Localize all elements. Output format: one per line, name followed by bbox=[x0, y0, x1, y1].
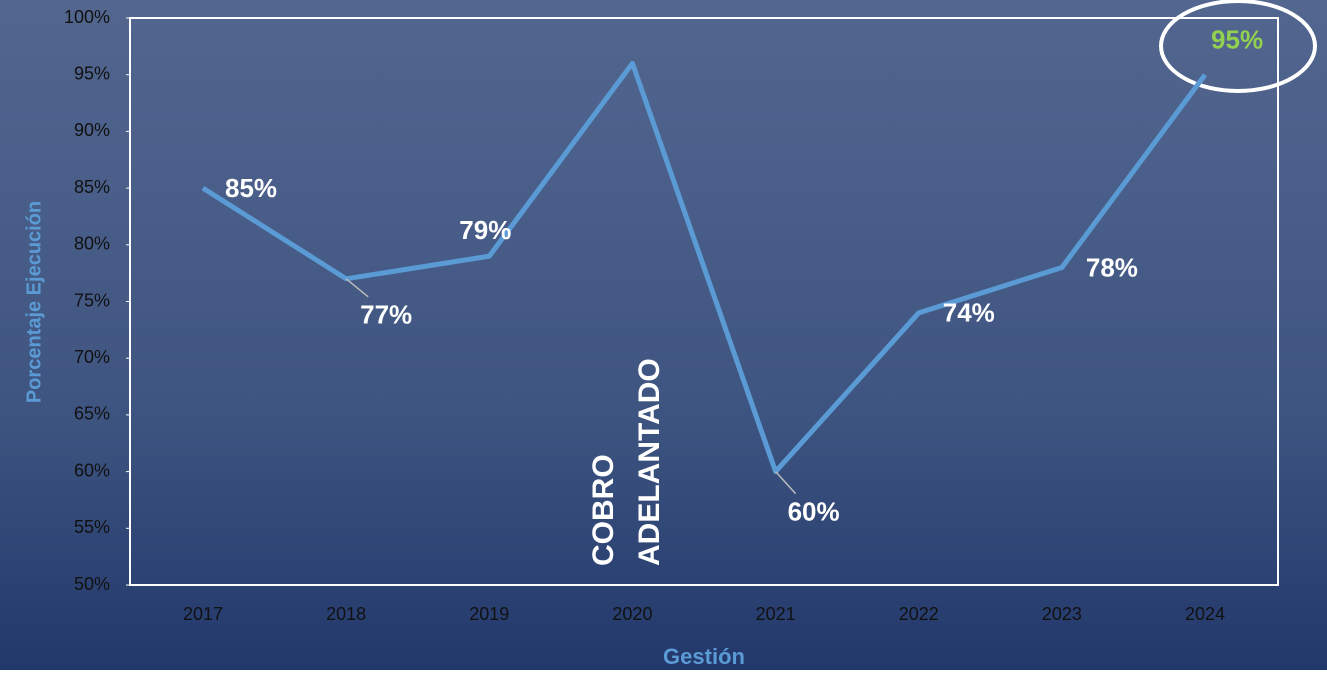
x-tick-label: 2017 bbox=[183, 604, 223, 624]
y-tick-label: 50% bbox=[74, 574, 110, 594]
x-tick-label: 2022 bbox=[899, 604, 939, 624]
leader-line bbox=[775, 471, 797, 495]
y-tick-label: 85% bbox=[74, 177, 110, 197]
value-label: 77% bbox=[360, 300, 412, 330]
highlight-ellipse bbox=[1159, 0, 1317, 93]
y-tick-label: 75% bbox=[74, 290, 110, 310]
value-label: 60% bbox=[788, 496, 840, 526]
y-axis-title: Porcentaje Ejecución bbox=[23, 201, 45, 403]
x-tick-label: 2024 bbox=[1185, 604, 1225, 624]
data-line bbox=[201, 60, 1208, 475]
y-tick-label: 55% bbox=[74, 517, 110, 537]
value-label: 79% bbox=[459, 215, 511, 245]
y-tick-label: 90% bbox=[74, 120, 110, 140]
y-tick-label: 65% bbox=[74, 404, 110, 424]
y-tick-label: 60% bbox=[74, 460, 110, 480]
y-tick-label: 80% bbox=[74, 234, 110, 254]
annotation: ADELANTADO bbox=[633, 358, 666, 566]
value-label: 78% bbox=[1086, 252, 1138, 282]
x-tick-label: 2020 bbox=[612, 604, 652, 624]
x-axis-title: Gestión bbox=[663, 644, 745, 669]
x-tick-label: 2018 bbox=[326, 604, 366, 624]
annotation: COBRO bbox=[587, 454, 620, 566]
x-tick-label: 2021 bbox=[756, 604, 796, 624]
x-tick-label: 2019 bbox=[469, 604, 509, 624]
x-tick-label: 2023 bbox=[1042, 604, 1082, 624]
y-tick-label: 70% bbox=[74, 347, 110, 367]
value-label: 85% bbox=[225, 173, 277, 203]
y-tick-label: 100% bbox=[64, 7, 110, 27]
y-tick-label: 95% bbox=[74, 63, 110, 83]
value-label: 95% bbox=[1211, 25, 1263, 55]
value-label: 74% bbox=[943, 298, 995, 328]
leader-line bbox=[345, 278, 369, 298]
